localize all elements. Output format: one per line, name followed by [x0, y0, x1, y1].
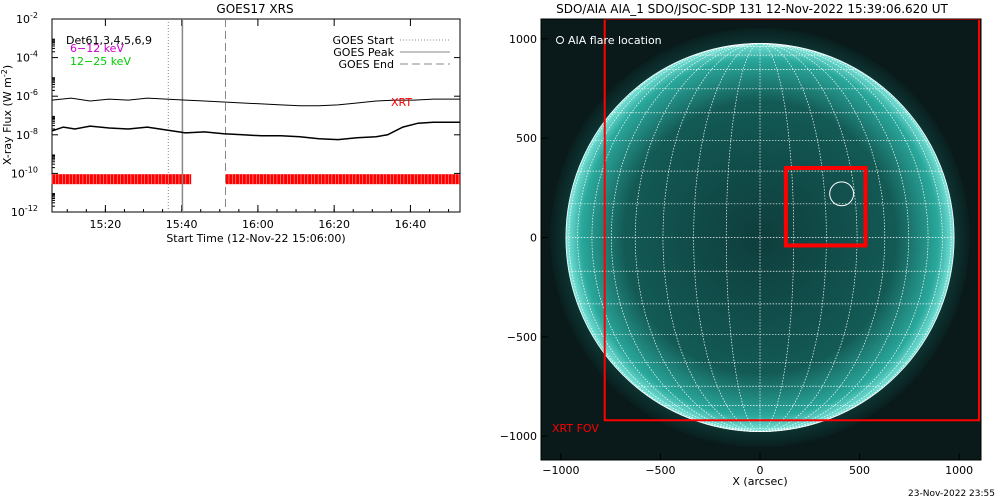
- goes-x-tick-label: 16:20: [318, 218, 350, 231]
- aia-x-tick-label: 500: [849, 464, 870, 477]
- goes-x-tick-label: 16:00: [242, 218, 274, 231]
- goes-y-tick-label: 10-6: [16, 88, 38, 103]
- high-band-label: 12−25 keV: [70, 55, 131, 68]
- goes-title: GOES17 XRS: [216, 2, 293, 16]
- xrt-fov-box: [603, 19, 981, 422]
- flare-legend-text: AIA flare location: [568, 34, 662, 47]
- flare-legend-symbol: [556, 36, 564, 44]
- goes-short-channel-line: [51, 121, 460, 141]
- goes-y-label: X-ray Flux (W m-2): [0, 65, 14, 165]
- aia-y-tick-label: 0: [530, 232, 537, 245]
- goes-x-tick-label: 15:20: [90, 218, 122, 231]
- goes-plot-frame: [51, 18, 461, 213]
- xrt-coverage-bar: [225, 174, 460, 185]
- aia-y-tick-label: 500: [516, 132, 537, 145]
- aia-y-tick-label: 1000: [509, 33, 537, 46]
- heliographic-grid: [565, 42, 955, 433]
- goes-legend: GOES Start GOES Peak GOES End: [333, 34, 450, 71]
- detectors-label: Det61,3,4,5,6,9: [66, 34, 152, 47]
- aia-x-tick-label: 1000: [945, 464, 973, 477]
- aia-y-axis: 1000 500 0 −500 −1000: [500, 33, 548, 443]
- flare-location-marker: [829, 181, 855, 207]
- footer-timestamp: 23-Nov-2022 23:55: [908, 489, 995, 499]
- aia-title: SDO/AIA AIA_1 SDO/JSOC-SDP 131 12-Nov-20…: [556, 2, 948, 16]
- legend-goes-start: GOES Start: [333, 34, 395, 47]
- aia-x-tick-label: −500: [645, 464, 675, 477]
- aia-y-tick-label: −1000: [500, 430, 537, 443]
- goes-panel: GOES17 XRS 10-12 10-10 10-8 10-6 10-4 10-2 15…: [0, 2, 461, 245]
- goes-x-axis: 15:20 15:40 16:00 16:20 16:40: [66, 19, 450, 231]
- goes-y-tick-label: 10-8: [16, 127, 38, 142]
- longitude-line: [759, 43, 795, 432]
- goes-y-tick-label: 10-10: [11, 165, 38, 180]
- longitude-line: [577, 43, 761, 432]
- longitude-line: [759, 43, 943, 432]
- aia-x-tick-label: −1000: [542, 464, 579, 477]
- aia-plot-frame: [540, 18, 982, 461]
- goes-y-tick-label: 10-12: [11, 204, 38, 219]
- xrt-coverage-bar: [52, 174, 192, 185]
- goes-event-markers: [167, 19, 226, 212]
- goes-x-tick-label: 15:40: [166, 218, 198, 231]
- flare-zoom-box: [783, 165, 868, 248]
- aia-y-tick-label: −500: [507, 331, 537, 344]
- solar-limb: [565, 42, 955, 433]
- goes-flux-series: [51, 97, 460, 141]
- xrt-label: XRT: [391, 96, 412, 109]
- goes-x-label: Start Time (12-Nov-22 15:06:00): [166, 232, 345, 245]
- legend-goes-peak: GOES Peak: [333, 46, 394, 59]
- aia-x-label: X (arcsec): [732, 475, 787, 488]
- aia-x-axis: −1000 −500 0 500 1000: [542, 453, 973, 477]
- aia-x-tick-label: 0: [757, 464, 764, 477]
- low-band-label: 6−12 keV: [70, 42, 124, 55]
- xrt-coverage-bars: [51, 174, 460, 185]
- goes-x-tick-label: 16:40: [395, 218, 427, 231]
- legend-goes-end: GOES End: [338, 58, 394, 71]
- goes-y-tick-label: 10-4: [16, 50, 38, 65]
- goes-y-axis: 10-12 10-10 10-8 10-6 10-4 10-2: [11, 11, 460, 219]
- goes-long-channel-line: [51, 97, 460, 107]
- xrt-fov-label: XRT FOV: [552, 422, 599, 435]
- goes-y-tick-label: 10-2: [16, 11, 38, 26]
- aia-panel: SDO/AIA AIA_1 SDO/JSOC-SDP 131 12-Nov-20…: [500, 2, 982, 488]
